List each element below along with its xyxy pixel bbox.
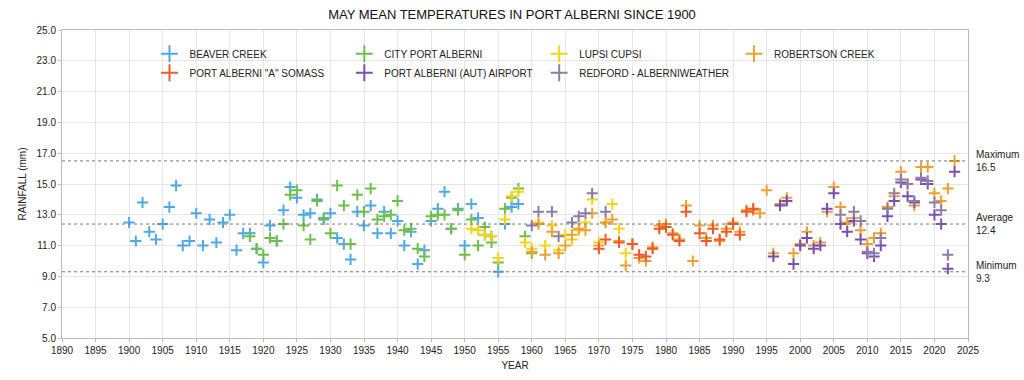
- svg-text:1935: 1935: [353, 345, 376, 356]
- svg-text:1925: 1925: [286, 345, 309, 356]
- svg-text:Average12.4: Average12.4: [976, 212, 1014, 236]
- svg-text:1980: 1980: [655, 345, 678, 356]
- svg-text:1905: 1905: [152, 345, 175, 356]
- svg-text:BEAVER CREEK: BEAVER CREEK: [190, 49, 267, 60]
- svg-text:CITY PORT ALBERNI: CITY PORT ALBERNI: [384, 49, 482, 60]
- svg-text:PORT ALBERNI "A" SOMASS: PORT ALBERNI "A" SOMASS: [190, 68, 325, 79]
- svg-text:1995: 1995: [756, 345, 779, 356]
- svg-text:ROBERTSON CREEK: ROBERTSON CREEK: [774, 49, 875, 60]
- svg-text:2025: 2025: [957, 345, 980, 356]
- svg-text:1915: 1915: [219, 345, 242, 356]
- svg-text:2015: 2015: [890, 345, 913, 356]
- svg-text:1900: 1900: [118, 345, 141, 356]
- svg-text:1990: 1990: [722, 345, 745, 356]
- svg-text:1950: 1950: [454, 345, 477, 356]
- svg-text:15.0: 15.0: [37, 179, 57, 190]
- svg-text:21.0: 21.0: [37, 86, 57, 97]
- svg-text:1965: 1965: [554, 345, 577, 356]
- svg-text:1930: 1930: [319, 345, 342, 356]
- svg-text:1985: 1985: [688, 345, 711, 356]
- svg-text:17.0: 17.0: [37, 148, 57, 159]
- svg-text:7.0: 7.0: [42, 302, 56, 313]
- svg-text:MAY MEAN TEMPERATURES IN PORT: MAY MEAN TEMPERATURES IN PORT ALBERNI SI…: [328, 7, 696, 22]
- svg-text:1890: 1890: [51, 345, 74, 356]
- svg-text:2020: 2020: [923, 345, 946, 356]
- svg-text:11.0: 11.0: [37, 240, 56, 251]
- svg-text:5.0: 5.0: [42, 333, 56, 344]
- svg-text:RAINFALL (mm): RAINFALL (mm): [17, 148, 28, 221]
- svg-text:REDFORD - ALBERNIWEATHER: REDFORD - ALBERNIWEATHER: [579, 68, 729, 79]
- svg-text:25.0: 25.0: [37, 25, 57, 36]
- svg-text:9.0: 9.0: [42, 271, 56, 282]
- svg-text:2000: 2000: [789, 345, 812, 356]
- svg-text:1960: 1960: [521, 345, 544, 356]
- svg-text:1920: 1920: [252, 345, 275, 356]
- svg-text:YEAR: YEAR: [501, 360, 528, 371]
- svg-text:1970: 1970: [588, 345, 611, 356]
- svg-text:2010: 2010: [856, 345, 879, 356]
- svg-text:1945: 1945: [420, 345, 443, 356]
- svg-text:LUPSI CUPSI: LUPSI CUPSI: [579, 49, 641, 60]
- svg-text:Maximum16.5: Maximum16.5: [976, 149, 1019, 173]
- svg-text:13.0: 13.0: [37, 209, 57, 220]
- svg-text:1895: 1895: [84, 345, 107, 356]
- svg-text:1975: 1975: [621, 345, 644, 356]
- svg-text:PORT ALBERNI (AUT) AIRPORT: PORT ALBERNI (AUT) AIRPORT: [384, 68, 532, 79]
- svg-text:1955: 1955: [487, 345, 510, 356]
- svg-text:1910: 1910: [185, 345, 208, 356]
- svg-text:19.0: 19.0: [37, 117, 57, 128]
- svg-text:23.0: 23.0: [37, 55, 57, 66]
- svg-text:1940: 1940: [386, 345, 409, 356]
- svg-text:Minimum9.3: Minimum9.3: [976, 260, 1017, 284]
- svg-text:2005: 2005: [823, 345, 846, 356]
